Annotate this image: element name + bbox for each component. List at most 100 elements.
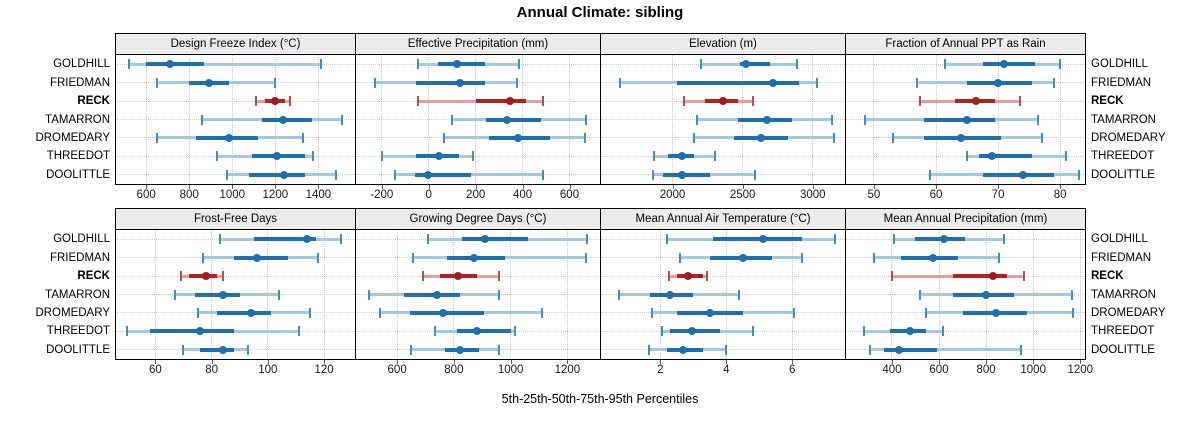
tick-mark <box>275 185 277 189</box>
tick-label: 800 <box>179 189 199 201</box>
panel-header-effective-precipitation-mm-: Effective Precipitation (mm) <box>355 33 601 55</box>
whisker-cap-95th <box>834 234 837 245</box>
tick-label: 60 <box>148 364 162 376</box>
whisker-cap-5th <box>417 59 420 70</box>
tick-mark <box>986 360 988 364</box>
station-label-right-reck: RECK <box>1091 95 1124 108</box>
interquartile-bar-25-75 <box>414 172 471 177</box>
whisker-cap-95th <box>247 344 250 355</box>
median-dot <box>513 133 522 142</box>
tick-label: 1400 <box>305 189 332 201</box>
median-dot <box>165 60 174 69</box>
median-dot <box>756 133 765 142</box>
panel-header-frost-free-days: Frost-Free Days <box>115 208 356 230</box>
station-label-right-tamarron: TAMARRON <box>1091 113 1156 126</box>
whisker-cap-95th <box>278 289 281 300</box>
whisker-cap-95th <box>1040 132 1043 143</box>
median-dot <box>738 253 747 262</box>
station-label-left-reck: RECK <box>77 270 110 283</box>
tick-label: 2000 <box>659 189 686 201</box>
tick-label: 400 <box>512 189 533 201</box>
tick-label: 400 <box>882 364 902 376</box>
whisker-cap-5th <box>928 169 931 180</box>
station-label-left-doolittle: DOOLITTLE <box>46 343 110 356</box>
interquartile-bar-25-75 <box>404 292 460 297</box>
whisker-cap-5th <box>434 326 437 337</box>
station-label-right-reck: RECK <box>1091 270 1124 283</box>
station-label-right-threedot: THREEDOT <box>1091 325 1155 338</box>
whisker-cap-5th <box>216 151 219 162</box>
whisker-cap-5th <box>893 234 896 245</box>
panel-plot-mean-annual-air-temperature-c- <box>600 229 846 360</box>
station-label-right-doolittle: DOOLITTLE <box>1091 168 1155 181</box>
whisker-cap-5th <box>699 59 702 70</box>
station-label-left-reck: RECK <box>77 95 110 108</box>
whisker-cap-95th <box>705 271 708 282</box>
whisker-cap-95th <box>515 77 518 88</box>
whisker-cap-95th <box>801 252 804 263</box>
panel-header-design-freeze-index-c-: Design Freeze Index (°C) <box>115 33 356 55</box>
tick-mark <box>812 185 814 189</box>
percentile-band-5-95 <box>128 62 321 66</box>
station-label-right-dromedary: DROMEDARY <box>1091 131 1166 144</box>
station-label-left-threedot: THREEDOT <box>46 325 110 338</box>
median-dot <box>481 235 490 244</box>
panel-plot-growing-degree-days-c- <box>355 229 601 360</box>
interquartile-bar-25-75 <box>217 310 271 315</box>
median-dot <box>438 308 447 317</box>
interquartile-bar-25-75 <box>456 329 511 334</box>
station-label-right-friedman: FRIEDMAN <box>1091 251 1152 264</box>
station-label-right-doolittle: DOOLITTLE <box>1091 343 1155 356</box>
median-dot <box>469 253 478 262</box>
whisker-cap-5th <box>925 307 928 318</box>
whisker-cap-5th <box>202 252 205 263</box>
whisker-cap-5th <box>155 132 158 143</box>
whisker-cap-95th <box>1065 151 1068 162</box>
whisker-cap-5th <box>254 96 257 107</box>
whisker-cap-95th <box>584 114 587 125</box>
whisker-cap-95th <box>1077 169 1080 180</box>
whisker-cap-95th <box>289 96 292 107</box>
median-dot <box>303 235 312 244</box>
median-dot <box>972 97 981 106</box>
whisker-cap-5th <box>891 132 894 143</box>
whisker-cap-5th <box>127 59 130 70</box>
whisker-cap-5th <box>155 77 158 88</box>
tick-mark <box>189 185 191 189</box>
whisker-cap-5th <box>682 96 685 107</box>
whisker-cap-5th <box>692 132 695 143</box>
station-label-left-tamarron: TAMARRON <box>45 288 110 301</box>
interquartile-bar-25-75 <box>739 62 770 67</box>
interquartile-bar-25-75 <box>262 117 312 122</box>
median-dot <box>956 133 965 142</box>
whisker-cap-5th <box>919 96 922 107</box>
median-dot <box>929 253 938 262</box>
station-label-left-dromedary: DROMEDARY <box>35 131 110 144</box>
tick-mark <box>567 360 569 364</box>
whisker-cap-95th <box>339 234 342 245</box>
gridline-horizontal <box>601 275 845 277</box>
interquartile-bar-25-75 <box>462 237 528 242</box>
station-label-left-friedman: FRIEDMAN <box>49 76 110 89</box>
tick-mark <box>660 360 662 364</box>
median-dot <box>246 308 255 317</box>
whisker-cap-95th <box>833 132 836 143</box>
median-dot <box>503 115 512 124</box>
whisker-cap-5th <box>661 326 663 337</box>
station-label-left-friedman: FRIEDMAN <box>49 251 110 264</box>
median-dot <box>989 272 998 281</box>
whisker-cap-5th <box>916 77 919 88</box>
whisker-cap-95th <box>752 96 755 107</box>
interquartile-bar-25-75 <box>249 172 306 177</box>
whisker-cap-5th <box>373 77 376 88</box>
whisker-cap-5th <box>862 326 865 337</box>
tick-mark <box>318 185 320 189</box>
median-dot <box>666 290 675 299</box>
tick-mark <box>381 185 383 189</box>
interquartile-bar-25-75 <box>149 329 235 334</box>
whisker-cap-95th <box>518 59 521 70</box>
whisker-cap-5th <box>225 169 228 180</box>
median-dot <box>705 308 714 317</box>
station-label-right-goldhill: GOLDHILL <box>1091 233 1148 246</box>
whisker-cap-5th <box>379 307 382 318</box>
